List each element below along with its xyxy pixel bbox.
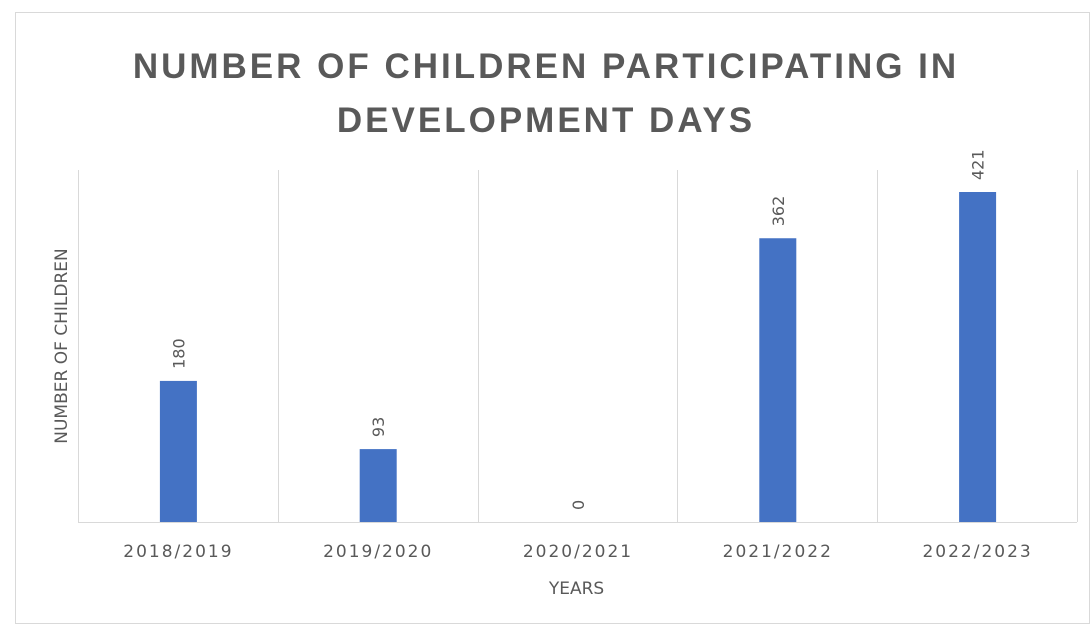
x-tick-2021-2022: 2021/2022 <box>723 542 833 562</box>
data-label-2019-2020: 93 <box>369 417 388 437</box>
bar-2018-2019 <box>159 380 197 522</box>
x-tick-2022-2023: 2022/2023 <box>922 542 1032 562</box>
x-axis-label: YEARS <box>548 579 604 599</box>
x-tick-2020-2021: 2020/2021 <box>523 542 633 562</box>
data-label-2018-2019: 180 <box>169 338 188 369</box>
chart-title: NUMBER OF CHILDREN PARTICIPATING IN DEVE… <box>0 40 1092 148</box>
x-tick-2019-2020: 2019/2020 <box>323 542 433 562</box>
y-axis-label: NUMBER OF CHILDREN <box>52 248 72 444</box>
gridlines <box>78 170 1078 522</box>
x-tick-labels: 2018/2019 2019/2020 2020/2021 2021/2022 2022… <box>123 542 1032 562</box>
chart-title-line-2: DEVELOPMENT DAYS <box>336 101 756 140</box>
data-label-2022-2023: 421 <box>969 149 988 180</box>
bars <box>159 192 997 523</box>
x-tick-2018-2019: 2018/2019 <box>123 542 233 562</box>
data-labels: 180 93 0 362 421 <box>169 149 987 510</box>
data-label-2021-2022: 362 <box>769 196 788 227</box>
bar-2019-2020 <box>359 449 397 522</box>
chart-title-line-1: NUMBER OF CHILDREN PARTICIPATING IN <box>132 47 960 86</box>
bar-2021-2022 <box>759 238 797 523</box>
data-label-2020-2021: 0 <box>569 500 588 510</box>
bar-2022-2023 <box>959 192 997 522</box>
